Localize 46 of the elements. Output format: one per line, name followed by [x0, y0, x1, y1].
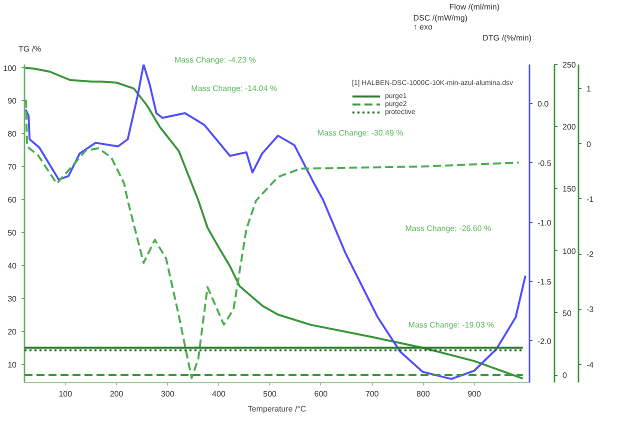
- y3-tick-label: 1: [586, 84, 592, 94]
- y-tick-label: 150: [562, 184, 576, 194]
- annotation: Mass Change: -14.04 %: [191, 84, 277, 94]
- y-tick-label: 100: [3, 64, 18, 73]
- y-tick-label: 80: [8, 130, 18, 139]
- y2-tick-label: -0.5: [538, 158, 552, 168]
- x-axis-title: Temperature /°C: [248, 404, 306, 414]
- x-tick-label: 700: [365, 390, 380, 398]
- y3-tick-label: -3: [586, 305, 594, 314]
- y-tick-label: 250: [562, 60, 576, 70]
- y2-tick-label: -1.0: [538, 218, 552, 228]
- y2-axis-title: DSC /(mW/mg) ↑ exo: [413, 14, 468, 32]
- x-tick-label: 600: [314, 390, 328, 398]
- y-tick-label: 30: [8, 294, 18, 304]
- y-tick-label: 90: [8, 96, 18, 106]
- y-tick-label: 100: [562, 246, 576, 256]
- y3-tick-label: 0: [586, 140, 592, 149]
- x-tick-label: 900: [468, 390, 482, 398]
- y3-tick-label: -4: [586, 360, 594, 370]
- y3-axis-title: DTG /(%/min): [482, 34, 532, 42]
- annotation: Mass Change: -30.49 %: [317, 128, 404, 138]
- y2-tick-label: -1.5: [538, 278, 552, 287]
- x-tick-label: 400: [212, 390, 226, 398]
- y-tick-label: 60: [8, 196, 18, 205]
- y3-tick-label: -2: [586, 250, 594, 260]
- x-tick-label: 200: [110, 390, 124, 398]
- y2-tick-label: 0.0: [538, 100, 550, 109]
- annotation: Mass Change: -19.03 %: [408, 320, 494, 330]
- y-tick-label: 10: [8, 360, 18, 370]
- annotation: Mass Change: -26.60 %: [405, 224, 492, 234]
- y3-tick-label: -1: [586, 194, 594, 204]
- y2-tick-label: -2.0: [538, 336, 552, 346]
- y-tick-label: 20: [8, 327, 18, 336]
- annotation: Mass Change: -4.23 %: [174, 56, 256, 64]
- x-tick-label: 300: [160, 390, 175, 398]
- y-tick-label: 70: [8, 162, 18, 172]
- y-tick-label: 200: [562, 122, 576, 132]
- x-tick-label: 800: [416, 390, 430, 398]
- y-axis-title: TG /%: [18, 44, 42, 54]
- x-tick-label: 500: [263, 390, 278, 398]
- y-tick-label: 40: [8, 262, 18, 271]
- y-tick-label: 50: [8, 228, 18, 238]
- x-tick-label: 100: [58, 390, 73, 398]
- y-tick-label: 0: [562, 371, 568, 380]
- y-axis-title: Flow /(ml/min): [449, 2, 500, 12]
- y-tick-label: 50: [562, 308, 572, 318]
